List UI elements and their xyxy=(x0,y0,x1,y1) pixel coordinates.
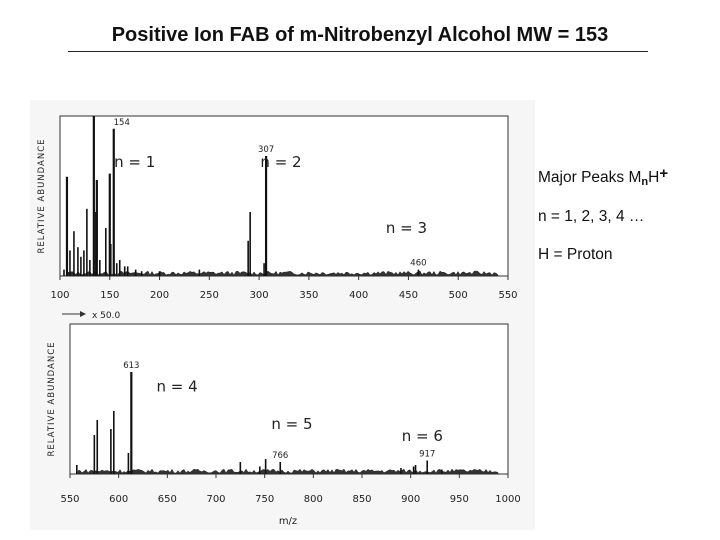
x-tick-label: 950 xyxy=(450,494,469,505)
peak-notes: Major Peaks MnH+ n = 1, 2, 3, 4 … H = Pr… xyxy=(538,165,713,284)
x-tick-label: 150 xyxy=(100,290,119,301)
title-underline xyxy=(68,51,648,52)
slide-title: Positive Ion FAB of m-Nitrobenzyl Alcoho… xyxy=(111,24,609,46)
proton-note: H = Proton xyxy=(538,246,613,263)
x-tick-label: 450 xyxy=(399,290,418,301)
major-peaks-note: Major Peaks MnH+ xyxy=(538,165,669,188)
baseline-noise xyxy=(77,468,499,475)
x-tick-label: 400 xyxy=(349,290,368,301)
x-tick-label: 550 xyxy=(498,290,517,301)
n-label: n = 5 xyxy=(271,415,312,433)
n-label: n = 1 xyxy=(114,153,155,171)
y-axis-label: RELATIVE ABUNDANCE xyxy=(37,138,47,253)
x-tick-label: 550 xyxy=(60,494,79,505)
x-tick-label: 250 xyxy=(200,290,219,301)
peak-label: 460 xyxy=(410,259,426,269)
spectrum-panel-top: RELATIVE ABUNDANCE 100 150 200 250 300 350 400 4… xyxy=(37,115,518,301)
n-label: n = 2 xyxy=(260,153,301,171)
n-label: n = 3 xyxy=(386,219,427,237)
x-tick-label: 750 xyxy=(255,494,274,505)
plot-frame xyxy=(69,323,509,475)
n-label: n = 6 xyxy=(402,427,443,445)
x-tick-label: 100 xyxy=(50,290,69,301)
x-tick-label: 650 xyxy=(158,494,177,505)
x-tick-label: 350 xyxy=(299,290,318,301)
x-tick-label: 300 xyxy=(250,290,269,301)
peak-label: 766 xyxy=(272,451,288,461)
x-tick-label: 700 xyxy=(206,494,225,505)
x-tick-label: 850 xyxy=(352,494,371,505)
gain-label: x 50.0 xyxy=(92,311,121,321)
x-tick-label: 200 xyxy=(150,290,169,301)
n-label: n = 4 xyxy=(156,378,197,396)
peak-label: 154 xyxy=(114,118,130,128)
spectrum-panel-bottom: RELATIVE ABUNDANCE 550 600 650 700 750 800 850 9… xyxy=(47,311,521,505)
x-tick-label: 500 xyxy=(449,290,468,301)
x-tick-label: 600 xyxy=(109,494,128,505)
x-axis-title: m/z xyxy=(279,516,297,527)
gain-arrow-head xyxy=(80,311,86,317)
baseline-noise xyxy=(67,270,499,277)
mass-spectra-figure: RELATIVE ABUNDANCE 100 150 200 250 300 350 400 4… xyxy=(30,100,535,530)
y-axis-label: RELATIVE ABUNDANCE xyxy=(47,341,57,456)
x-tick-label: 1000 xyxy=(495,494,520,505)
plot-frame xyxy=(59,115,509,277)
n-values-note: n = 1, 2, 3, 4 … xyxy=(538,208,645,225)
peak-label: 917 xyxy=(419,450,435,460)
peak-label: 307 xyxy=(258,145,274,155)
x-tick-label: 800 xyxy=(304,494,323,505)
x-tick-label: 900 xyxy=(401,494,420,505)
peak-label: 613 xyxy=(123,361,139,371)
